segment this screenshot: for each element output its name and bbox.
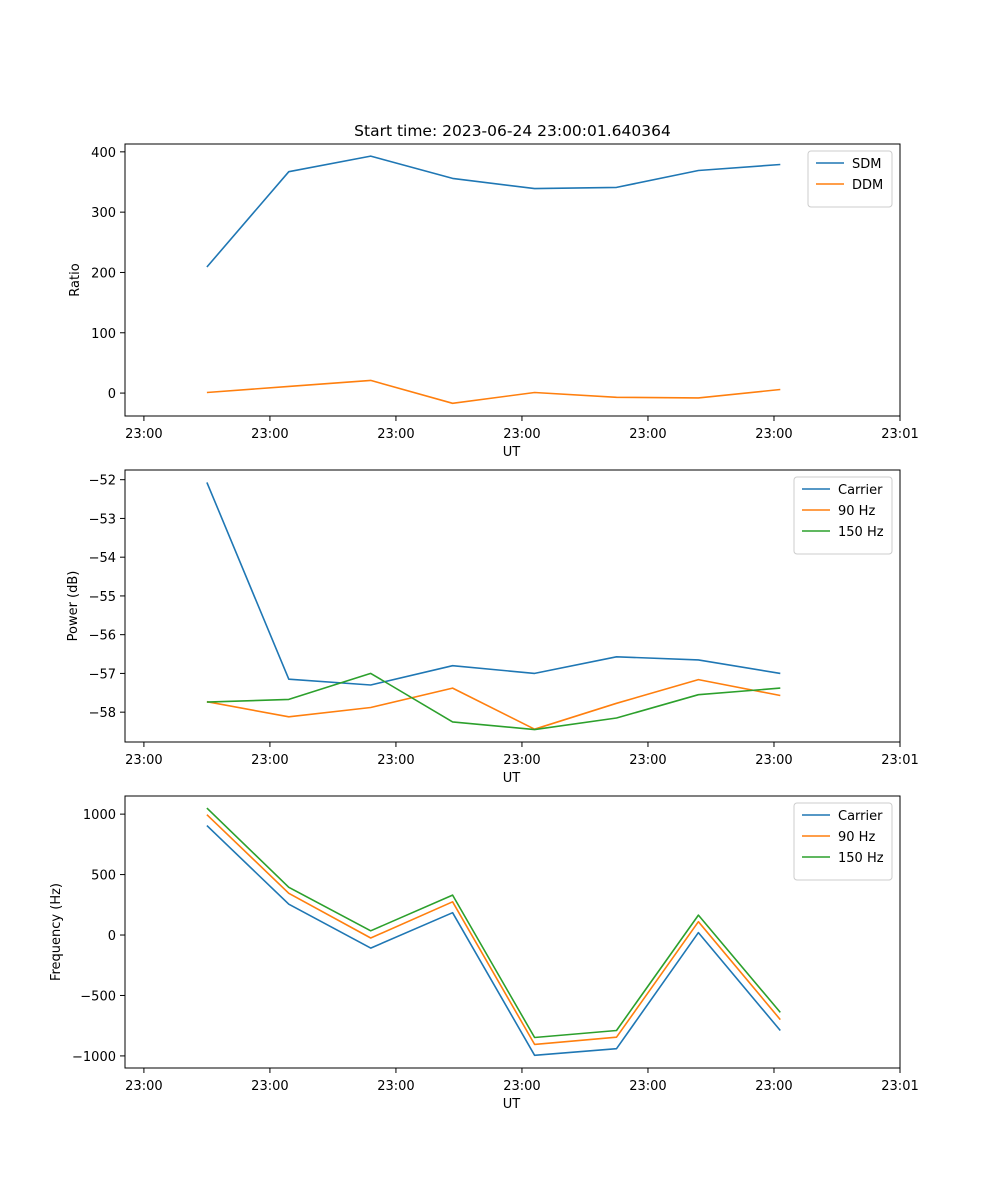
- x-tick-label: 23:00: [755, 753, 792, 768]
- series-line-sdm: [206, 155, 781, 268]
- x-tick-label: 23:01: [881, 753, 918, 768]
- legend: SDM DDM: [807, 150, 893, 208]
- y-tick-label: −500: [80, 989, 116, 1004]
- chart-panel-2: 23:00 23:00 23:00 23:00 23:00 23:00 23:01 −52 −5…: [66, 469, 919, 786]
- x-tick-label: 23:00: [125, 427, 162, 442]
- legend-frame: [793, 476, 893, 555]
- axes-frame: [124, 143, 901, 417]
- legend-label: SDM: [852, 157, 881, 172]
- y-tick-label: 500: [91, 869, 116, 884]
- y-axis-label: Ratio: [68, 263, 83, 296]
- legend-label: 90 Hz: [838, 830, 875, 845]
- figure-title: Start time: 2023-06-24 23:00:01.640364: [354, 122, 671, 140]
- x-tick-label: 23:01: [881, 427, 918, 442]
- y-tick-label: −58: [89, 706, 116, 721]
- x-tick-label: 23:00: [629, 427, 666, 442]
- x-tick-label: 23:00: [503, 1079, 540, 1094]
- x-tick-label: 23:00: [251, 427, 288, 442]
- x-tick-label: 23:00: [629, 753, 666, 768]
- legend-label: 150 Hz: [838, 525, 884, 540]
- legend-frame: [793, 802, 893, 881]
- y-tick-label: 200: [91, 266, 116, 281]
- y-tick-label: −53: [89, 512, 116, 527]
- series-line-150-hz: [206, 807, 781, 1039]
- y-tick-label: −56: [89, 629, 116, 644]
- y-tick-label: 1000: [83, 808, 116, 823]
- x-tick-label: 23:01: [881, 1079, 918, 1094]
- y-tick-label: 0: [108, 387, 116, 402]
- series-line-90-hz: [206, 814, 781, 1046]
- x-tick-label: 23:00: [755, 427, 792, 442]
- legend-label: DDM: [852, 178, 883, 193]
- legend: Carrier 90 Hz 150 Hz: [793, 802, 893, 881]
- axes-frame: [124, 795, 901, 1069]
- y-axis-label: Power (dB): [66, 571, 81, 642]
- x-axis-label: UT: [503, 1097, 521, 1112]
- x-tick-label: 23:00: [503, 427, 540, 442]
- chart-panel-3: 23:00 23:00 23:00 23:00 23:00 23:00 23:01 1000 5…: [49, 795, 919, 1112]
- y-tick-label: 300: [91, 206, 116, 221]
- x-tick-label: 23:00: [377, 753, 414, 768]
- y-tick-label: 0: [108, 929, 116, 944]
- y-tick-label: −57: [89, 667, 116, 682]
- series-line-carrier: [206, 482, 781, 686]
- x-tick-label: 23:00: [125, 753, 162, 768]
- legend-frame: [807, 150, 893, 208]
- x-axis-label: UT: [503, 771, 521, 786]
- x-tick-label: 23:00: [377, 427, 414, 442]
- x-tick-label: 23:00: [503, 753, 540, 768]
- x-axis-label: UT: [503, 445, 521, 460]
- y-tick-label: 400: [91, 146, 116, 161]
- y-tick-label: −55: [89, 590, 116, 605]
- legend-label: 90 Hz: [838, 504, 875, 519]
- legend-label: 150 Hz: [838, 851, 884, 866]
- legend: Carrier 90 Hz 150 Hz: [793, 476, 893, 555]
- x-tick-label: 23:00: [377, 1079, 414, 1094]
- axes-frame: [124, 469, 901, 743]
- y-tick-label: −52: [89, 474, 116, 489]
- y-axis-label: Frequency (Hz): [49, 883, 64, 981]
- x-tick-label: 23:00: [125, 1079, 162, 1094]
- x-tick-label: 23:00: [629, 1079, 666, 1094]
- x-tick-label: 23:00: [755, 1079, 792, 1094]
- series-line-150-hz: [206, 672, 781, 731]
- series-line-carrier: [206, 825, 781, 1057]
- y-tick-label: −54: [89, 551, 116, 566]
- x-tick-label: 23:00: [251, 1079, 288, 1094]
- series-line-90-hz: [206, 678, 781, 731]
- series-line-ddm: [206, 379, 781, 405]
- x-tick-label: 23:00: [251, 753, 288, 768]
- chart-panel-1: 23:00 23:00 23:00 23:00 23:00 23:00 23:01 0 100 2…: [68, 143, 919, 460]
- legend-label: Carrier: [838, 483, 883, 498]
- y-tick-label: −1000: [72, 1050, 116, 1065]
- y-tick-label: 100: [91, 327, 116, 342]
- legend-label: Carrier: [838, 809, 883, 824]
